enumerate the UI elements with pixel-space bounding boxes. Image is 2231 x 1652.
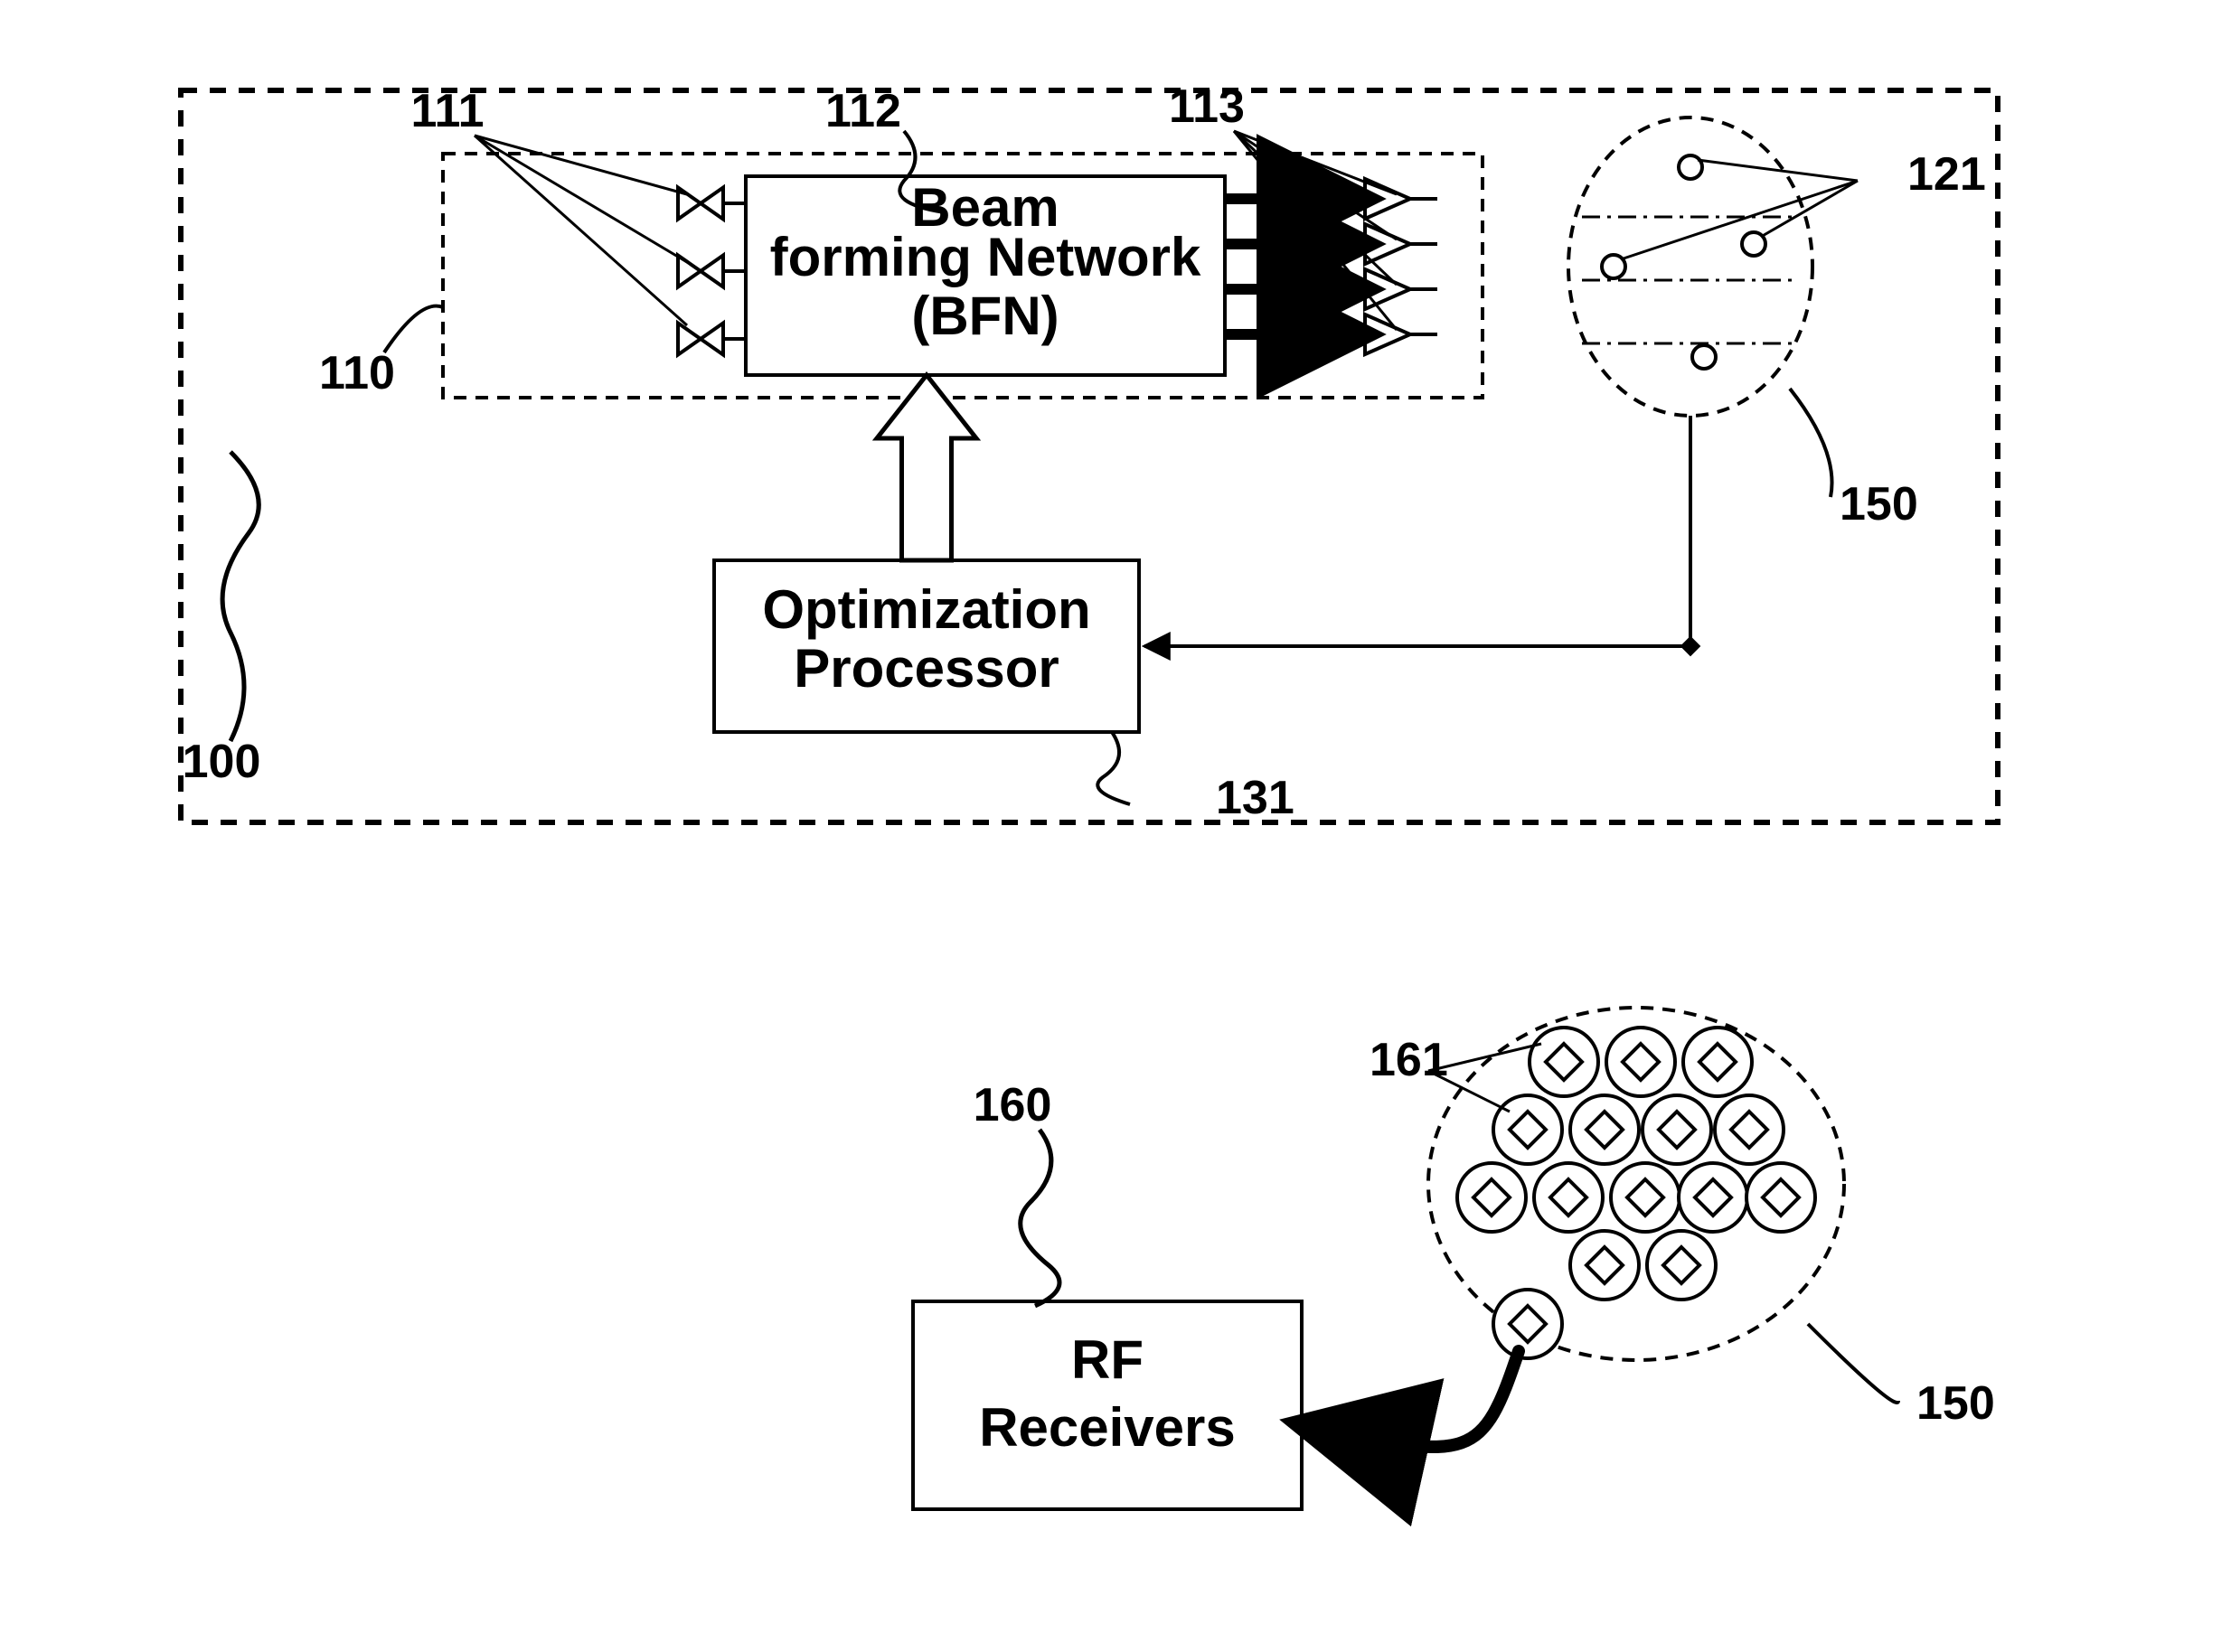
cell-11 — [1746, 1163, 1815, 1232]
ref-110: 110 — [319, 347, 395, 399]
target-point-3 — [1692, 345, 1716, 369]
cell-3 — [1493, 1095, 1562, 1164]
cell-6 — [1715, 1095, 1784, 1164]
cell-2 — [1683, 1028, 1752, 1096]
ref-131: 131 — [1216, 772, 1294, 824]
cells-to-rf-arrow — [1309, 1351, 1519, 1447]
cell-12 — [1570, 1231, 1639, 1300]
rf-label: RF — [1071, 1329, 1144, 1390]
cell-8 — [1534, 1163, 1603, 1232]
ref-161: 161 — [1370, 1034, 1448, 1086]
cell-4 — [1570, 1095, 1639, 1164]
ref-150-bot: 150 — [1916, 1377, 1995, 1430]
ref-100: 100 — [183, 736, 261, 788]
cell-0 — [1530, 1028, 1598, 1096]
opt-label: Optimization — [762, 579, 1090, 640]
cell-14 — [1493, 1290, 1562, 1358]
ref-160: 160 — [974, 1079, 1052, 1131]
bfn-label: forming Network — [770, 227, 1201, 287]
cell-1 — [1606, 1028, 1675, 1096]
input-amp-0 — [678, 188, 723, 220]
diagram-canvas: Beamforming Network(BFN)111112113110100O… — [0, 0, 2231, 1652]
cell-13 — [1647, 1231, 1716, 1300]
bfn-label: (BFN) — [911, 286, 1059, 346]
opt-label: Processor — [794, 638, 1059, 699]
ref-112: 112 — [825, 85, 901, 137]
output-amp-1 — [1365, 224, 1410, 264]
ref-121: 121 — [1907, 148, 1986, 201]
ref-150-top: 150 — [1840, 478, 1918, 530]
cell-9 — [1611, 1163, 1680, 1232]
input-amp-2 — [678, 324, 723, 355]
opt-to-bfn-arrow — [877, 375, 976, 560]
ref-111: 111 — [410, 85, 484, 137]
cell-10 — [1679, 1163, 1747, 1232]
ref-113: 113 — [1169, 80, 1245, 133]
cell-7 — [1457, 1163, 1526, 1232]
cell-5 — [1643, 1095, 1711, 1164]
rf-label: Receivers — [979, 1397, 1236, 1458]
